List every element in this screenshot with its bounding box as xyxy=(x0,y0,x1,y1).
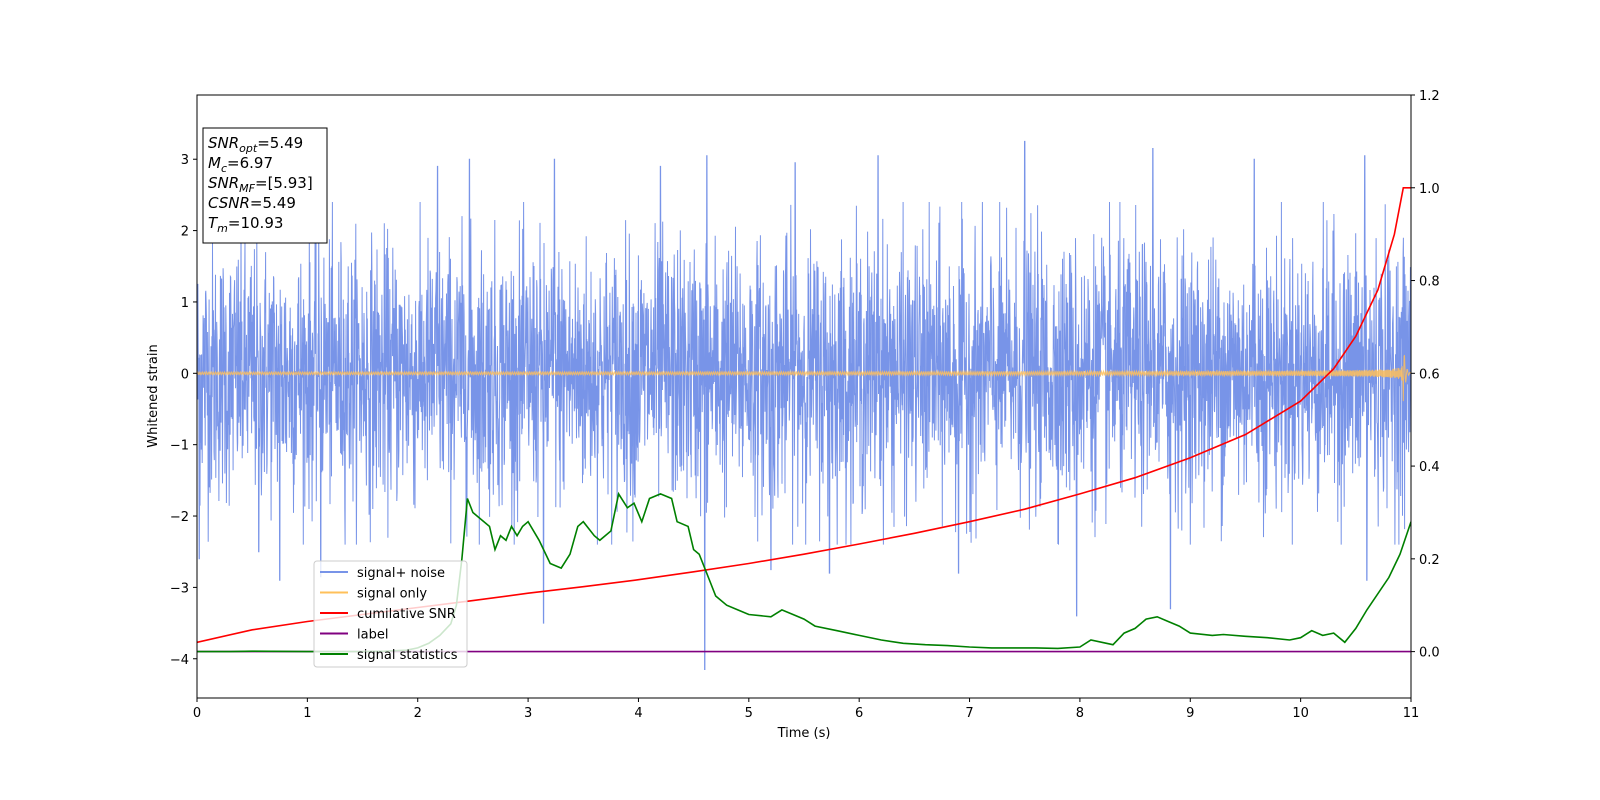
series-signal-noise xyxy=(197,140,1411,670)
y-tick-label: −3 xyxy=(170,581,189,596)
y-axis-right: 0.0 0.2 0.4 0.6 0.8 1.0 1.2 xyxy=(1411,89,1440,661)
annotation-line: Tm=10.93 xyxy=(208,214,283,235)
x-tick-label: 3 xyxy=(524,706,532,721)
x-tick-label: 0 xyxy=(193,706,201,721)
series-signal-statistics xyxy=(197,491,1411,653)
legend-label: signal+ noise xyxy=(357,566,445,581)
y2-tick-label: 0.2 xyxy=(1419,553,1440,568)
x-tick-label: 2 xyxy=(414,706,422,721)
annotation-line: SNRopt=5.49 xyxy=(208,134,303,155)
y-tick-label: 2 xyxy=(181,225,189,240)
legend-label: signal only xyxy=(357,587,427,602)
x-axis: 0 1 2 3 4 5 6 7 8 9 10 11 xyxy=(193,698,1419,721)
x-tick-label: 11 xyxy=(1403,706,1420,721)
y2-tick-label: 1.0 xyxy=(1419,182,1440,197)
legend-label: cumilative SNR xyxy=(357,607,456,622)
legend-label: label xyxy=(357,628,388,643)
x-axis-label: Time (s) xyxy=(777,726,831,741)
y-axis-left: −4 −3 −2 −1 0 1 2 3 xyxy=(170,153,197,668)
legend-frame xyxy=(313,560,468,668)
y2-tick-label: 1.2 xyxy=(1419,89,1440,104)
y2-tick-label: 0.0 xyxy=(1419,646,1440,661)
x-tick-label: 8 xyxy=(1076,706,1084,721)
y-axis-label: Whitened strain xyxy=(146,344,161,447)
x-tick-label: 7 xyxy=(965,706,973,721)
x-tick-label: 9 xyxy=(1186,706,1194,721)
legend-label: signal statistics xyxy=(357,648,458,663)
y-tick-label: 0 xyxy=(181,367,189,382)
y2-tick-label: 0.8 xyxy=(1419,275,1440,290)
annotation-line: SNRMF=[5.93] xyxy=(208,174,313,195)
x-tick-label: 1 xyxy=(303,706,311,721)
y-tick-label: −4 xyxy=(170,653,189,668)
annotation-line: CSNR=5.49 xyxy=(208,194,296,212)
annotation-frame xyxy=(202,127,328,244)
y2-tick-label: 0.4 xyxy=(1419,460,1440,475)
x-tick-label: 5 xyxy=(745,706,753,721)
annotation-line: Mc=6.97 xyxy=(208,154,273,175)
y-tick-label: 3 xyxy=(181,153,189,168)
y2-tick-label: 0.6 xyxy=(1419,367,1440,382)
y-tick-label: 1 xyxy=(181,296,189,311)
y-tick-label: −1 xyxy=(170,439,189,454)
y-tick-label: −2 xyxy=(170,510,189,525)
legend: signal+ noise signal only cumilative SNR la… xyxy=(313,560,468,668)
x-tick-label: 4 xyxy=(634,706,642,721)
series-signal-only xyxy=(197,354,1411,402)
x-tick-label: 6 xyxy=(855,706,863,721)
x-tick-label: 10 xyxy=(1292,706,1309,721)
plot-frame xyxy=(196,94,1412,699)
